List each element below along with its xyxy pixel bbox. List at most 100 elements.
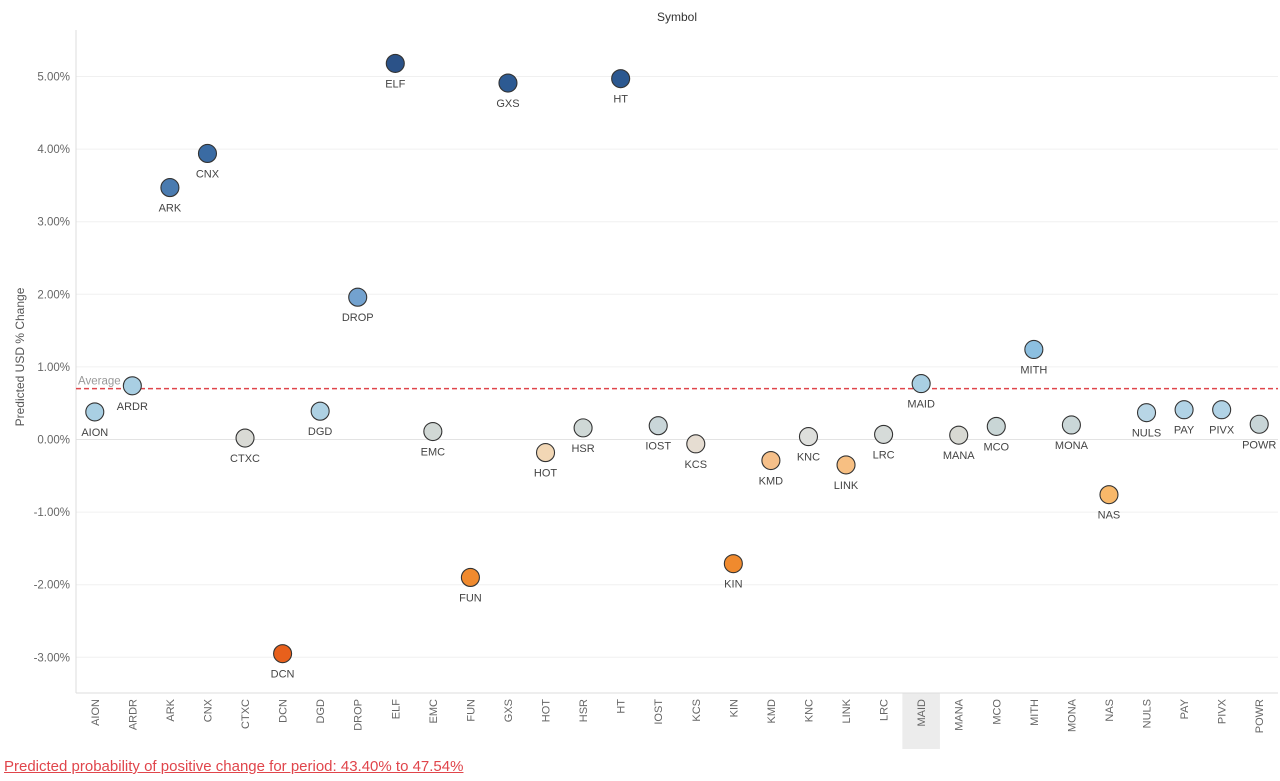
point-label-nas: NAS [1098, 510, 1121, 522]
point-label-lrc: LRC [873, 449, 895, 461]
reference-line-group: Average [76, 376, 1278, 390]
point-label-dcn: DCN [271, 669, 295, 681]
point-label-hsr: HSR [571, 443, 594, 455]
data-point-kmd [761, 451, 781, 471]
point-label-kmd: KMD [759, 476, 784, 488]
x-tick-label-powr: POWR [1254, 699, 1266, 733]
point-label-ardr: ARDR [117, 401, 148, 413]
point-label-hot: HOT [534, 468, 558, 480]
x-tick-label-mana: MANA [954, 698, 966, 730]
x-tick-label-nuls: NULS [1142, 699, 1154, 728]
data-point-hot [535, 443, 556, 463]
point-label-fun: FUN [459, 592, 482, 604]
highlighted-column-band [902, 693, 940, 749]
point-label-emc: EMC [421, 447, 446, 459]
x-tick-label-ardr: ARDR [127, 699, 139, 730]
y-tick-label: 2.00% [37, 289, 70, 301]
x-tick-label-hsr: HSR [578, 699, 590, 722]
x-tick-label-drop: DROP [353, 699, 365, 731]
x-tick-label-dcn: DCN [278, 699, 290, 723]
x-tick-label-iost: IOST [653, 699, 665, 725]
y-tick-label: -1.00% [34, 507, 70, 519]
point-label-ctxc: CTXC [230, 453, 260, 465]
data-point-kin [723, 554, 743, 574]
point-label-pivx: PIVX [1209, 425, 1235, 437]
x-tick-label-pay: PAY [1179, 698, 1191, 719]
point-label-aion: AION [81, 427, 108, 439]
x-tick-label-mona: MONA [1066, 698, 1078, 732]
x-tick-label-aion: AION [90, 699, 102, 726]
point-label-iost: IOST [645, 441, 671, 453]
data-point-mona [1061, 415, 1081, 435]
data-point-ht [611, 69, 631, 89]
data-point-mco [986, 416, 1006, 436]
average-reference-label: Average [78, 376, 121, 388]
x-tick-label-kcs: KCS [691, 699, 703, 722]
data-point-kcs [686, 434, 706, 454]
point-label-mona: MONA [1055, 440, 1089, 452]
x-tick-label-hot: HOT [541, 699, 553, 723]
data-point-maid [911, 374, 931, 394]
data-point-iost [648, 416, 668, 436]
y-tick-label: -2.00% [34, 580, 70, 592]
data-point-ardr [122, 376, 142, 396]
data-point-dgd [310, 401, 330, 421]
point-label-dgd: DGD [308, 426, 333, 438]
point-label-cnx: CNX [196, 168, 220, 180]
data-point-drop [348, 287, 368, 307]
point-label-maid: MAID [907, 399, 935, 411]
probability-footer-link[interactable]: Predicted probability of positive change… [4, 758, 464, 775]
data-point-mith [1024, 339, 1044, 360]
data-point-dcn [273, 644, 293, 664]
x-tick-label-knc: KNC [803, 699, 815, 722]
x-tick-label-ctxc: CTXC [240, 699, 252, 729]
x-tick-label-mco: MCO [991, 699, 1003, 725]
point-label-powr: POWR [1242, 439, 1276, 451]
x-tick-label-nas: NAS [1104, 699, 1116, 722]
y-tick-label: 0.00% [37, 435, 70, 447]
x-tick-label-link: LINK [841, 698, 853, 723]
data-point-lrc [874, 424, 894, 444]
x-tick-label-pivx: PIVX [1217, 698, 1229, 724]
point-label-ht: HT [613, 94, 628, 106]
y-tick-label: 5.00% [37, 72, 70, 84]
point-label-gxs: GXS [496, 98, 519, 110]
y-tick-label: 1.00% [37, 362, 70, 374]
y-tick-label: -3.00% [34, 652, 70, 664]
point-label-kcs: KCS [684, 459, 707, 471]
point-label-nuls: NULS [1132, 428, 1161, 440]
y-tick-label: 4.00% [37, 144, 70, 156]
gridlines: -3.00% -2.00% -1.00% 0.00% 1.00% 2.00% 3.00% 4.… [34, 72, 1278, 664]
x-tick-label-kmd: KMD [766, 699, 778, 724]
x-tick-label-lrc: LRC [879, 699, 891, 721]
data-point-powr [1249, 414, 1269, 434]
point-label-pay: PAY [1174, 425, 1195, 437]
x-tick-label-gxs: GXS [503, 699, 515, 722]
data-point-elf [385, 53, 405, 73]
data-point-aion [85, 402, 105, 422]
point-label-mith: MITH [1020, 364, 1047, 376]
data-point-mana [949, 425, 969, 445]
x-tick-label-kin: KIN [728, 699, 740, 717]
data-point-nas [1099, 485, 1119, 505]
data-point-fun [460, 567, 480, 587]
data-point-pay [1174, 400, 1194, 420]
scatter-chart: -3.00% -2.00% -1.00% 0.00% 1.00% 2.00% 3.00% 4.… [13, 10, 1278, 749]
x-tick-label-ht: HT [616, 699, 628, 714]
x-tick-label-mith: MITH [1029, 699, 1041, 726]
data-point-cnx [197, 143, 218, 164]
axes [75, 30, 1278, 694]
point-label-mco: MCO [983, 441, 1009, 453]
x-tick-label-emc: EMC [428, 699, 440, 724]
data-point-pivx [1212, 400, 1232, 420]
chart-title: Symbol [657, 10, 697, 24]
point-label-kin: KIN [724, 579, 742, 591]
x-tick-label-elf: ELF [390, 699, 402, 719]
data-point-hsr [573, 418, 593, 438]
data-point-ctxc [235, 428, 255, 448]
point-label-mana: MANA [943, 450, 975, 462]
data-points: AION ARDR ARK CNX CTXC DCN DGD DROP ELF EMC FUN GXS… [81, 53, 1276, 681]
x-tick-label-fun: FUN [465, 699, 477, 722]
data-point-nuls [1136, 403, 1157, 423]
y-tick-label: 3.00% [37, 217, 70, 229]
